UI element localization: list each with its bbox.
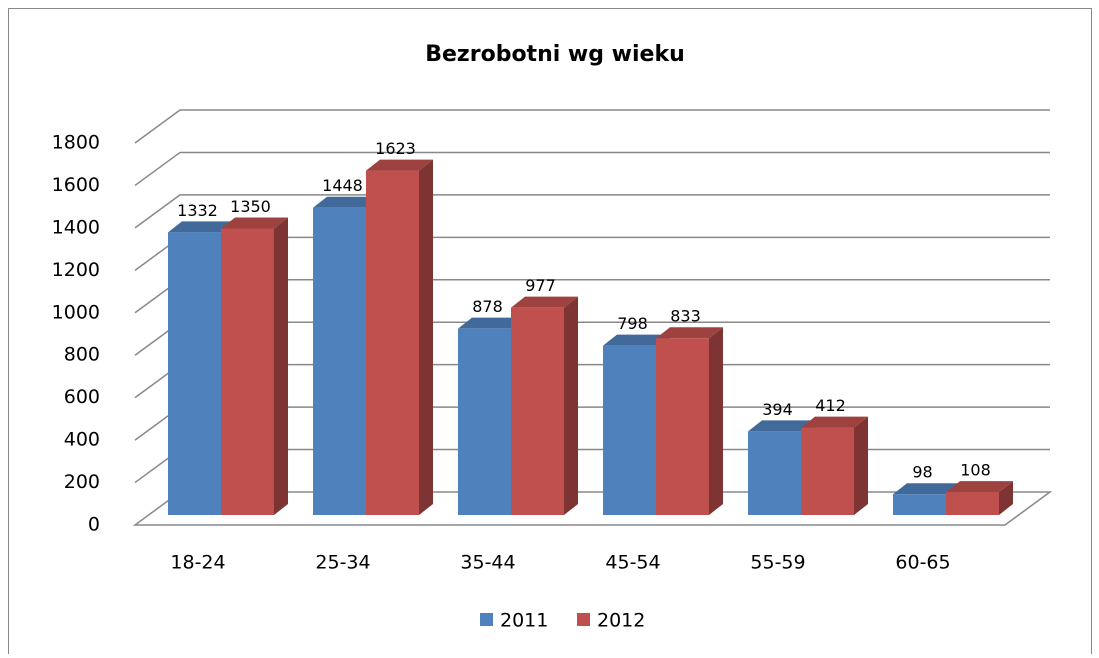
bar-top <box>221 217 288 229</box>
legend-swatch <box>577 613 590 626</box>
y-tick-label: 200 <box>64 471 100 493</box>
data-label: 1332 <box>177 201 218 220</box>
legend-label: 2012 <box>597 610 645 632</box>
y-tick-label: 1000 <box>52 301 100 323</box>
bar <box>946 492 999 515</box>
y-tick-label: 1400 <box>52 216 100 238</box>
x-tick-label: 60-65 <box>895 552 950 574</box>
bar-top <box>748 420 815 432</box>
x-tick-label: 25-34 <box>315 552 370 574</box>
bar <box>801 427 854 515</box>
bar <box>168 232 221 515</box>
bar-side <box>999 481 1013 515</box>
bar-top <box>656 327 723 339</box>
data-label: 1623 <box>375 139 416 158</box>
bar <box>603 345 656 515</box>
bar <box>458 328 511 515</box>
x-tick-label: 45-54 <box>605 552 660 574</box>
grid-line <box>134 194 1050 229</box>
bar-top <box>458 317 525 329</box>
bar <box>748 431 801 515</box>
bar-top <box>893 483 960 495</box>
data-label: 108 <box>960 461 991 480</box>
data-label: 798 <box>617 314 648 333</box>
bar-top <box>603 334 670 346</box>
bar-top <box>946 481 1013 493</box>
bar <box>221 228 274 515</box>
bar-side <box>419 159 433 515</box>
x-tick-label: 35-44 <box>460 552 515 574</box>
bar <box>366 170 419 515</box>
data-label: 98 <box>912 463 932 482</box>
bar-top <box>801 416 868 428</box>
data-label: 878 <box>472 297 503 316</box>
data-label: 1448 <box>322 176 363 195</box>
bar-side <box>274 217 288 515</box>
bar-top <box>366 159 433 171</box>
data-label: 833 <box>670 307 701 326</box>
bar-side <box>854 416 868 515</box>
y-tick-label: 600 <box>64 386 100 408</box>
legend-label: 2011 <box>500 610 548 632</box>
chart-title: Bezrobotni wg wieku <box>425 42 685 67</box>
y-tick-label: 800 <box>64 344 100 366</box>
y-tick-label: 1600 <box>52 174 100 196</box>
grid-line <box>134 151 1050 187</box>
x-tick-label: 18-24 <box>170 552 225 574</box>
bar <box>893 494 946 515</box>
bar-top <box>313 196 380 208</box>
data-label: 1350 <box>230 197 271 216</box>
legend-swatch <box>480 613 493 626</box>
y-tick-label: 1800 <box>52 132 100 154</box>
bar <box>511 307 564 515</box>
y-tick-label: 0 <box>88 514 100 536</box>
bar-top <box>168 221 235 233</box>
y-tick-label: 1200 <box>52 259 100 281</box>
y-tick-label: 400 <box>64 429 100 451</box>
bar <box>656 338 709 515</box>
bar-top <box>511 296 578 308</box>
bar-side <box>709 327 723 515</box>
data-label: 394 <box>762 400 793 419</box>
bar-side <box>564 296 578 515</box>
x-tick-label: 55-59 <box>750 552 805 574</box>
data-label: 977 <box>525 276 556 295</box>
grid-line <box>134 109 1050 144</box>
data-label: 412 <box>815 396 846 415</box>
bar <box>313 207 366 516</box>
